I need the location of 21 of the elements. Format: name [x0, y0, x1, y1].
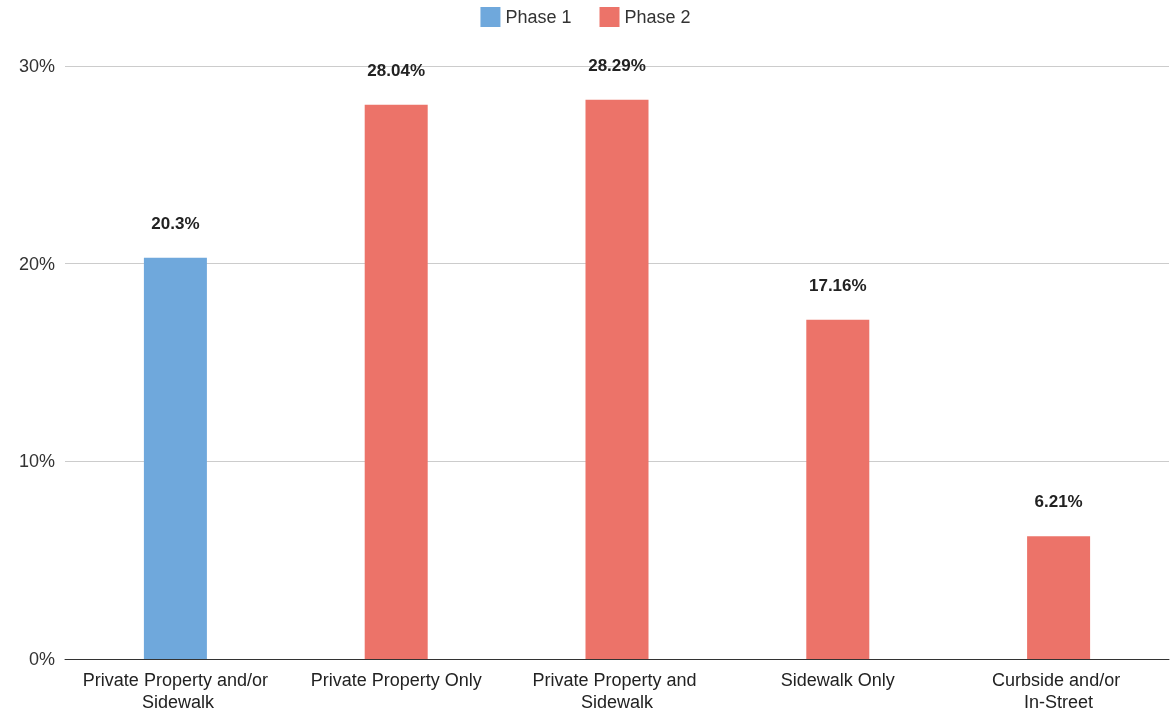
bar [1027, 536, 1091, 659]
data-label: 6.21% [1034, 492, 1083, 512]
y-tick-label: 20% [18, 253, 55, 274]
bar [143, 257, 207, 659]
data-label: 17.16% [808, 275, 867, 295]
legend-label: Phase 2 [624, 7, 691, 27]
legend-label: Phase 1 [505, 7, 572, 27]
bar [585, 99, 649, 659]
y-tick-label: 0% [28, 649, 55, 669]
y-tick-label: 30% [18, 56, 55, 76]
x-tick-label: Private Property and/or Sidewalk [82, 670, 268, 712]
x-tick-label: Sidewalk Only [780, 670, 895, 690]
x-tick-label: Private Property and Sidewalk [532, 670, 702, 712]
x-tick-label: Curbside and/or In-Street [992, 670, 1126, 712]
bar [806, 319, 870, 659]
x-tick-label: Private Property Only [310, 670, 482, 690]
bar [364, 104, 428, 659]
data-label: 28.29% [588, 55, 646, 75]
data-label: 20.3% [151, 213, 200, 233]
data-label: 28.04% [367, 60, 426, 80]
y-tick-label: 10% [18, 451, 55, 472]
